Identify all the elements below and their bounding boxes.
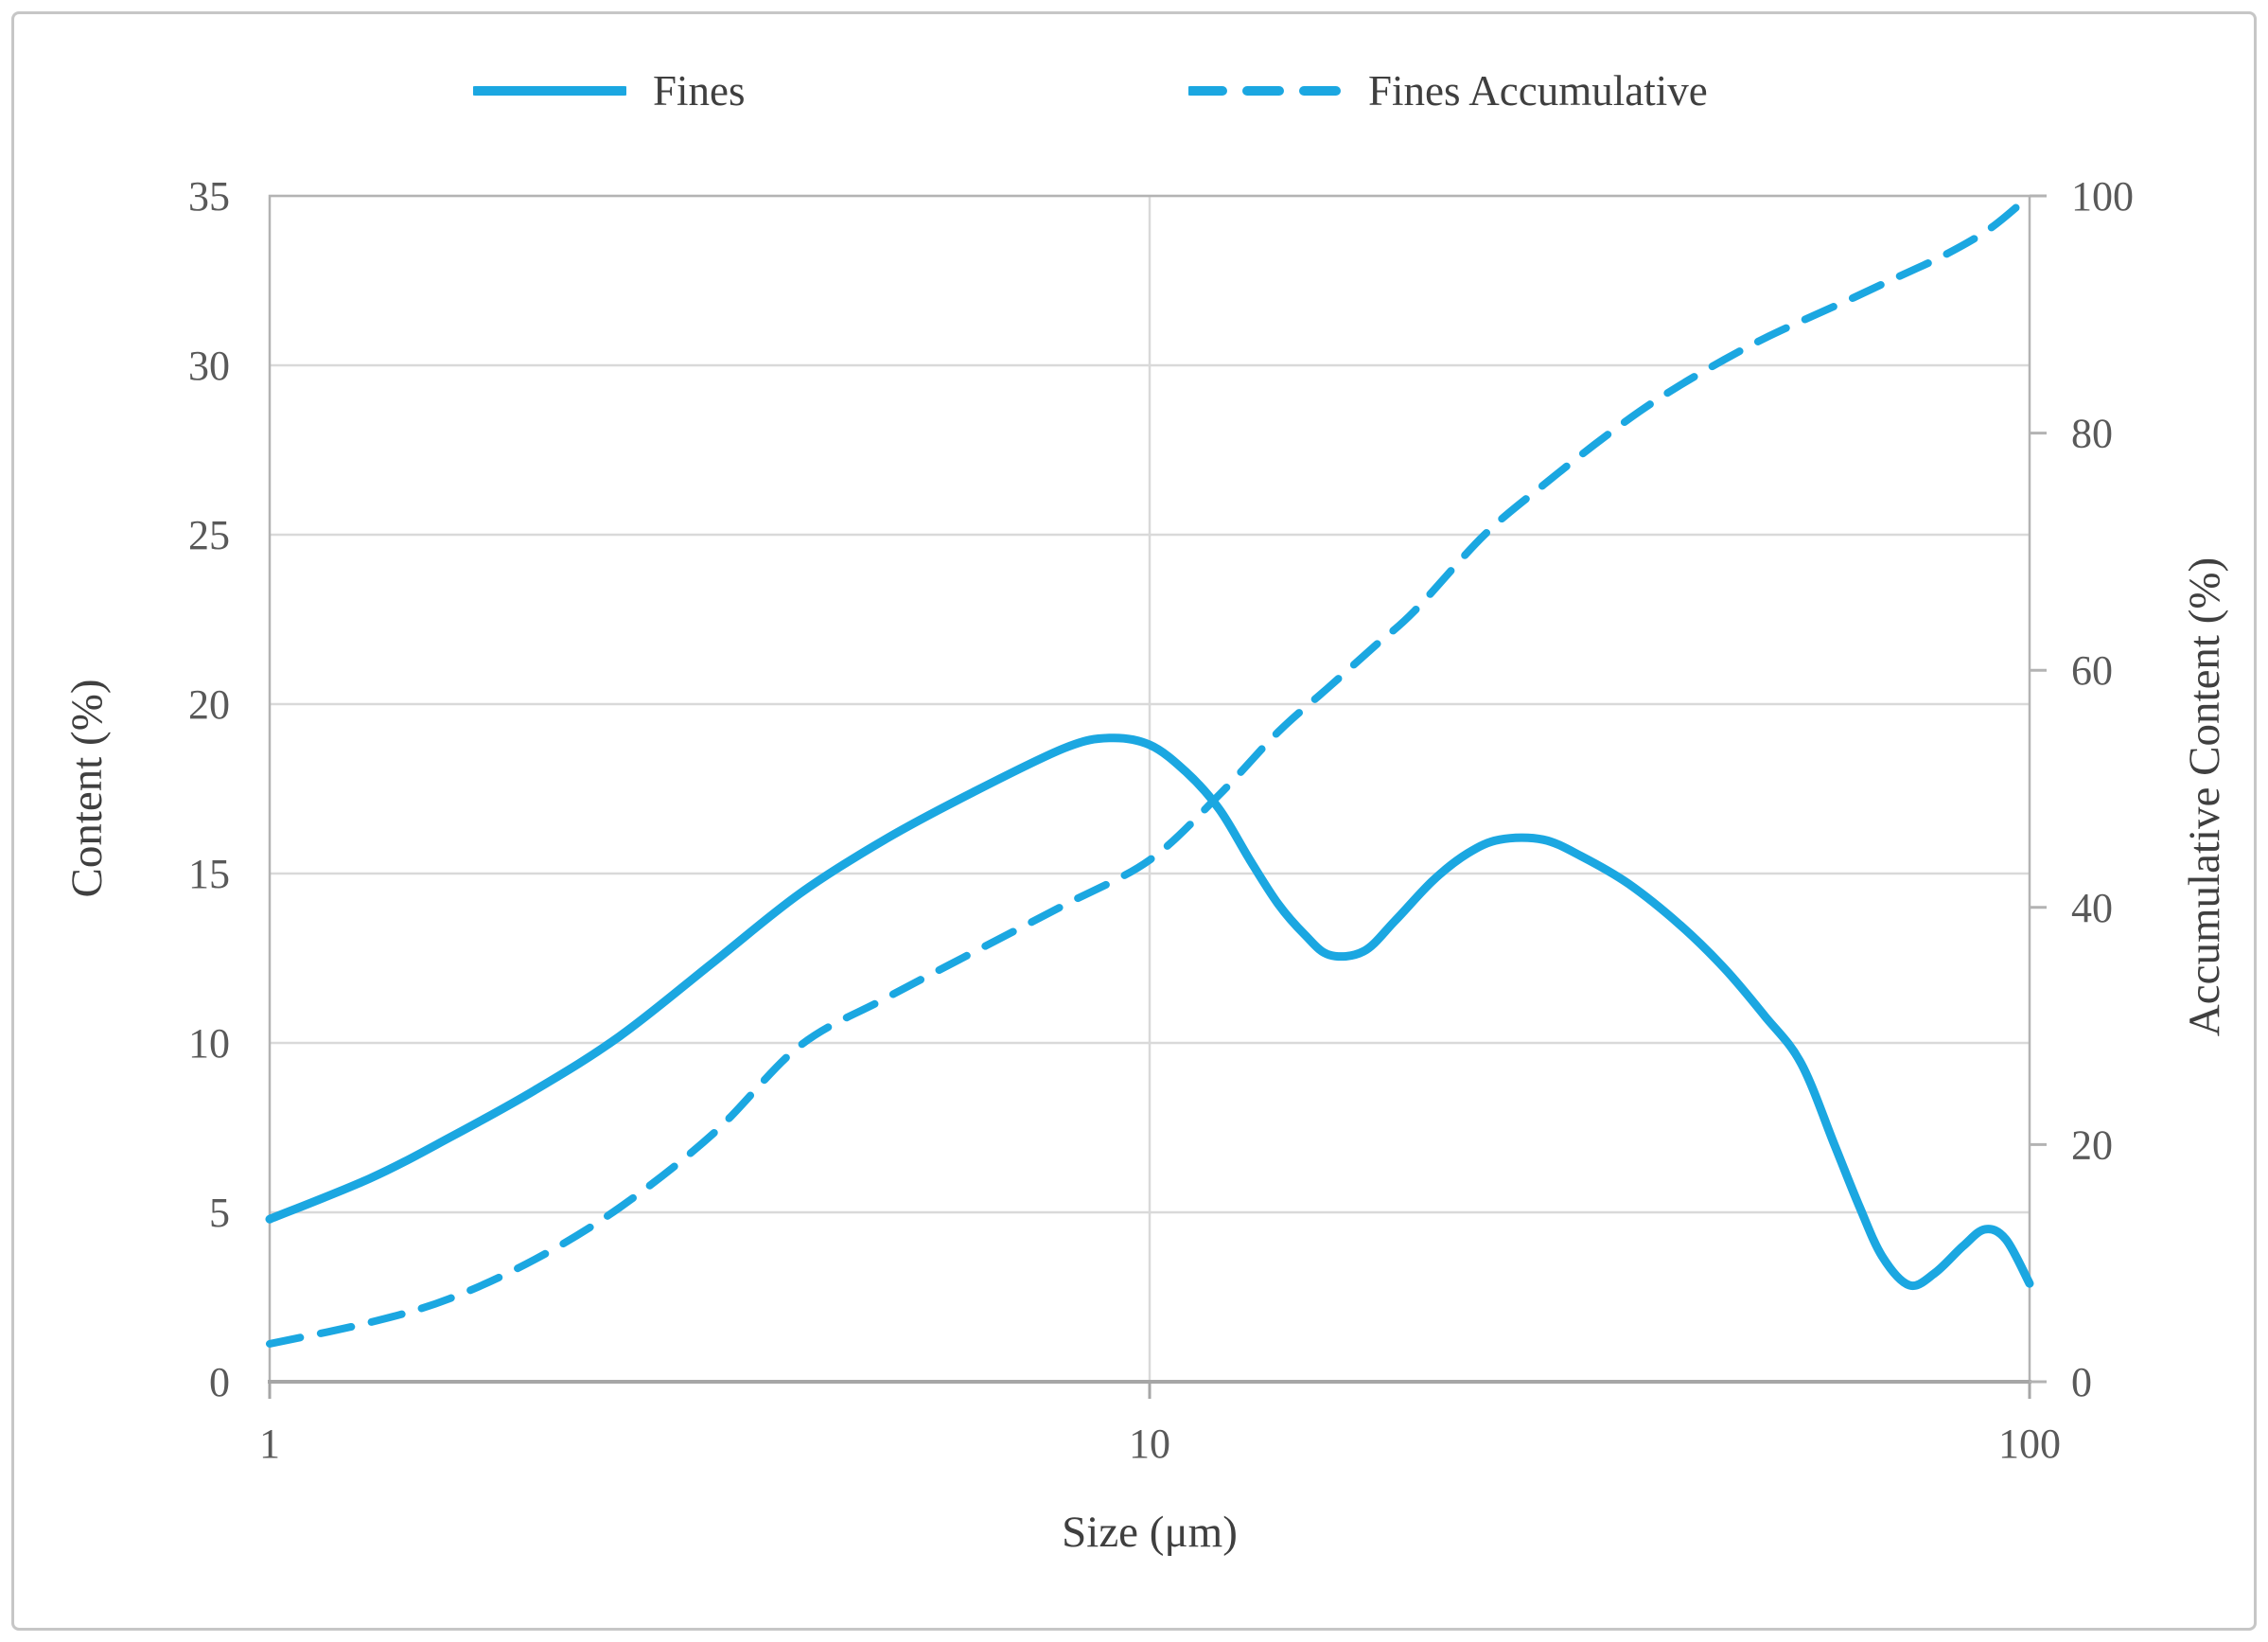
legend-label-fines: Fines xyxy=(653,66,746,115)
legend-label-fines-accumulative: Fines Accumulative xyxy=(1368,66,1708,115)
y-right-tick-label: 40 xyxy=(2071,885,2113,931)
y-right-tick-label: 80 xyxy=(2071,411,2113,457)
fines-accumulative-line-swatch xyxy=(1188,86,1342,96)
y-left-tick-label: 30 xyxy=(188,343,230,389)
y-right-tick-label: 100 xyxy=(2071,173,2134,220)
y-left-tick-label: 35 xyxy=(188,173,230,220)
y-right-axis-title: Accumulative Content (%) xyxy=(2180,556,2229,1037)
y-right-tick-label: 20 xyxy=(2071,1121,2113,1168)
y-left-axis-title: Content (%) xyxy=(62,679,112,898)
x-tick-label: 100 xyxy=(1998,1421,2061,1467)
x-axis-title: Size (μm) xyxy=(1062,1508,1238,1557)
y-left-tick-label: 10 xyxy=(188,1020,230,1067)
fines-line-swatch xyxy=(473,86,626,96)
legend-item-fines: Fines xyxy=(473,64,746,117)
y-right-tick-label: 60 xyxy=(2071,647,2113,694)
x-tick-label: 10 xyxy=(1129,1421,1170,1467)
y-left-tick-label: 5 xyxy=(209,1190,230,1236)
legend-item-fines-accumulative: Fines Accumulative xyxy=(1188,64,1708,117)
y-left-tick-label: 15 xyxy=(188,851,230,897)
y-left-tick-label: 0 xyxy=(209,1359,230,1405)
fines-line xyxy=(265,733,2034,1291)
y-left-tick-label: 20 xyxy=(188,681,230,728)
y-right-tick-label: 0 xyxy=(2071,1359,2092,1405)
y-left-tick-label: 25 xyxy=(188,512,230,558)
x-tick-label: 1 xyxy=(259,1421,280,1467)
